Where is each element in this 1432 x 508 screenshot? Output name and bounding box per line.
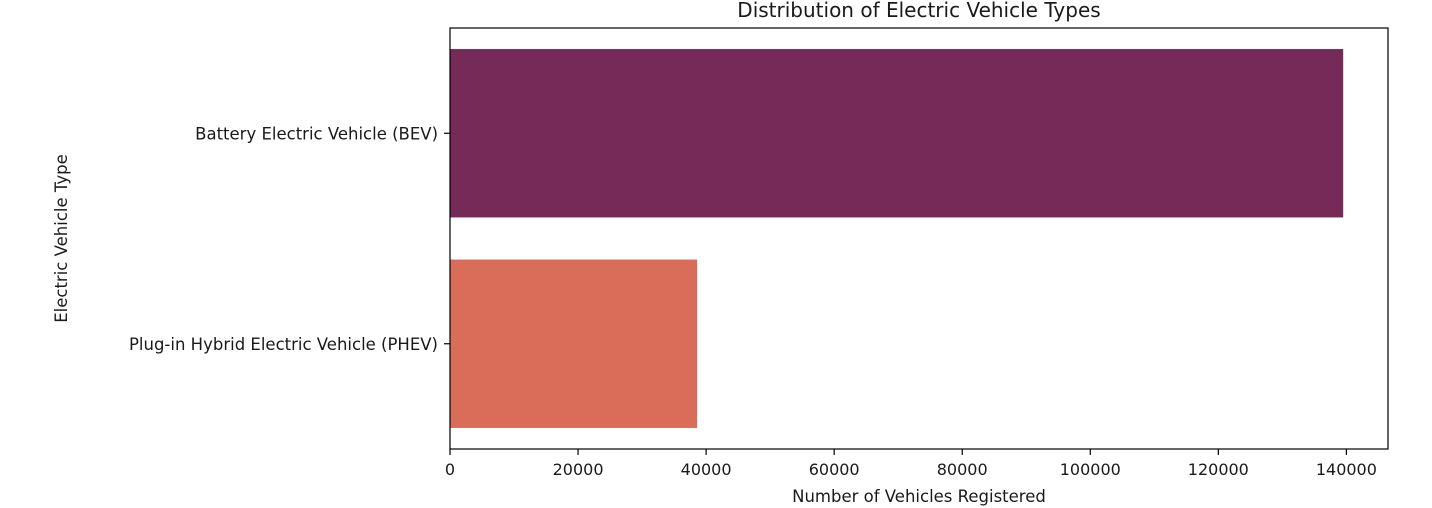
y-axis-label: Electric Vehicle Type: [52, 154, 71, 323]
x-tick-label: 80000: [937, 460, 988, 479]
x-tick-label: 120000: [1188, 460, 1249, 479]
y-tick-label: Battery Electric Vehicle (BEV): [195, 124, 438, 143]
x-axis-label: Number of Vehicles Registered: [792, 487, 1046, 506]
y-axis: Battery Electric Vehicle (BEV) Plug-in Hy…: [129, 124, 450, 354]
chart-title: Distribution of Electric Vehicle Types: [737, 0, 1100, 22]
x-tick-label: 0: [445, 460, 455, 479]
y-tick-label: Plug-in Hybrid Electric Vehicle (PHEV): [129, 335, 438, 354]
bar-2: [450, 259, 698, 428]
plot-frame: [449, 27, 1389, 450]
x-tick-label: 100000: [1060, 460, 1121, 479]
bar-1: [450, 49, 1344, 218]
x-axis: 0 20000 40000 60000 80000 100000 120000 140000: [445, 449, 1377, 479]
x-tick-label: 140000: [1316, 460, 1377, 479]
x-tick-label: 40000: [681, 460, 732, 479]
x-tick-label: 60000: [809, 460, 860, 479]
bars: [450, 49, 1344, 428]
x-tick-label: 20000: [553, 460, 604, 479]
